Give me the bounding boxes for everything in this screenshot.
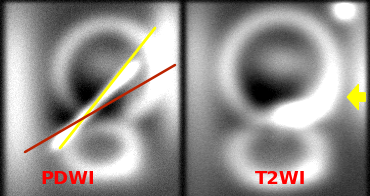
Text: T2WI: T2WI: [255, 170, 306, 188]
Text: PDWI: PDWI: [40, 170, 95, 188]
